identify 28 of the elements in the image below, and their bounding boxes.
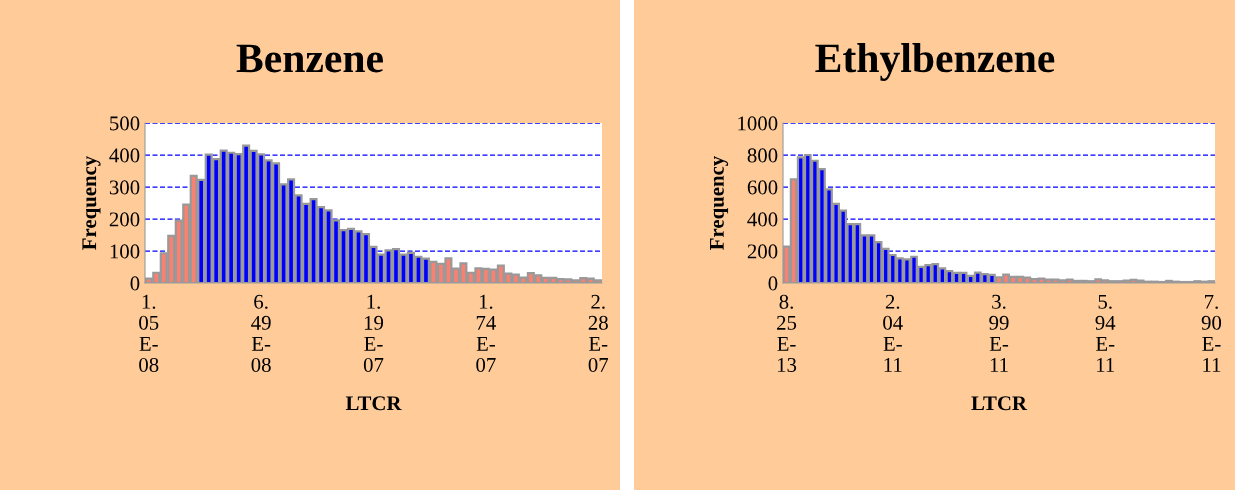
x-tick-label: 1.74E-07 xyxy=(476,294,496,372)
x-tick-label: 1.19E-07 xyxy=(363,294,384,372)
y-tick-label: 300 xyxy=(109,180,140,195)
y-tick-label: 100 xyxy=(110,244,140,259)
y-tick-label: 200 xyxy=(747,244,778,259)
x-tick-label: 3.99E-11 xyxy=(989,294,1009,372)
x-tick-label: 5.94E-11 xyxy=(1095,294,1116,372)
x-tick-label: 8.25E-13 xyxy=(777,294,797,372)
y-axis-title: Frequency xyxy=(82,155,101,250)
y-tick-label: 200 xyxy=(109,212,140,227)
x-tick-label: 7.90E-11 xyxy=(1201,294,1222,372)
x-axis-title: LTCR xyxy=(345,396,402,411)
y-tick-label: 1000 xyxy=(738,116,778,131)
x-tick-label: 2.04E-11 xyxy=(883,294,903,372)
y-tick-label: 400 xyxy=(109,148,140,163)
y-tick-label: 400 xyxy=(747,212,778,227)
y-tick-label: 0 xyxy=(768,276,778,291)
x-tick-label: 6.49E-08 xyxy=(251,294,271,372)
y-tick-label: 600 xyxy=(747,180,778,195)
x-tick-label: 2.28E-07 xyxy=(588,294,609,372)
y-tick-label: 800 xyxy=(747,148,778,163)
x-axis-title: LTCR xyxy=(971,396,1028,411)
chart-title: Benzene xyxy=(236,44,383,73)
y-tick-label: 0 xyxy=(130,276,140,291)
y-tick-label: 500 xyxy=(110,116,140,131)
chart-title: Ethylbenzene xyxy=(815,43,1055,81)
y-axis-title: Frequency xyxy=(710,155,729,250)
x-tick-label: 1.05E-08 xyxy=(139,294,159,372)
